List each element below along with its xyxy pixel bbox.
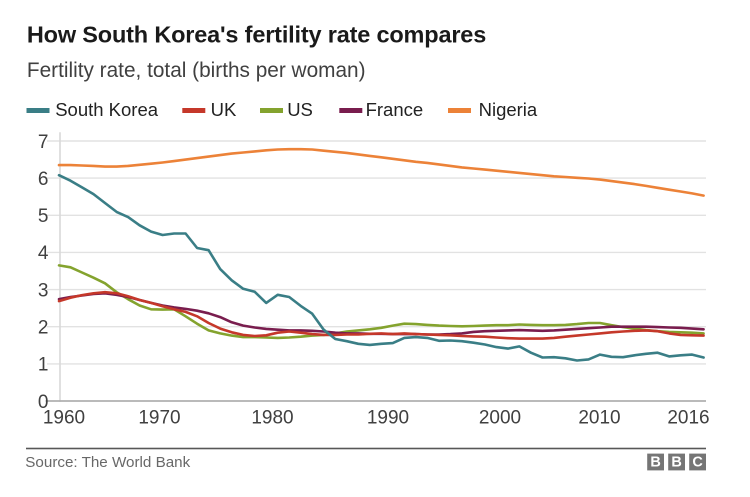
svg-text:1980: 1980 (251, 408, 293, 429)
svg-text:South Korea: South Korea (55, 99, 159, 120)
svg-text:2: 2 (38, 318, 49, 339)
svg-text:3: 3 (38, 280, 49, 301)
svg-text:1960: 1960 (43, 408, 85, 429)
svg-text:US: US (287, 99, 313, 120)
svg-text:2016: 2016 (667, 408, 709, 429)
svg-text:How South Korea's fertility ra: How South Korea's fertility rate compare… (27, 21, 486, 47)
svg-text:B: B (650, 455, 660, 471)
svg-text:5: 5 (38, 206, 49, 227)
svg-text:0: 0 (38, 392, 49, 413)
svg-text:Nigeria: Nigeria (479, 99, 538, 120)
svg-text:2000: 2000 (479, 408, 521, 429)
svg-text:C: C (692, 455, 703, 471)
svg-text:1970: 1970 (138, 408, 180, 429)
svg-text:4: 4 (38, 243, 49, 264)
svg-text:Fertility rate, total (births: Fertility rate, total (births per woman) (27, 59, 366, 82)
svg-text:France: France (366, 99, 424, 120)
svg-text:7: 7 (38, 132, 49, 153)
svg-text:B: B (671, 455, 681, 471)
svg-text:UK: UK (211, 99, 237, 120)
svg-text:1990: 1990 (367, 408, 409, 429)
svg-text:1: 1 (38, 355, 49, 376)
svg-text:Source: The World Bank: Source: The World Bank (25, 454, 190, 471)
svg-text:2010: 2010 (578, 408, 620, 429)
svg-text:6: 6 (38, 169, 49, 190)
